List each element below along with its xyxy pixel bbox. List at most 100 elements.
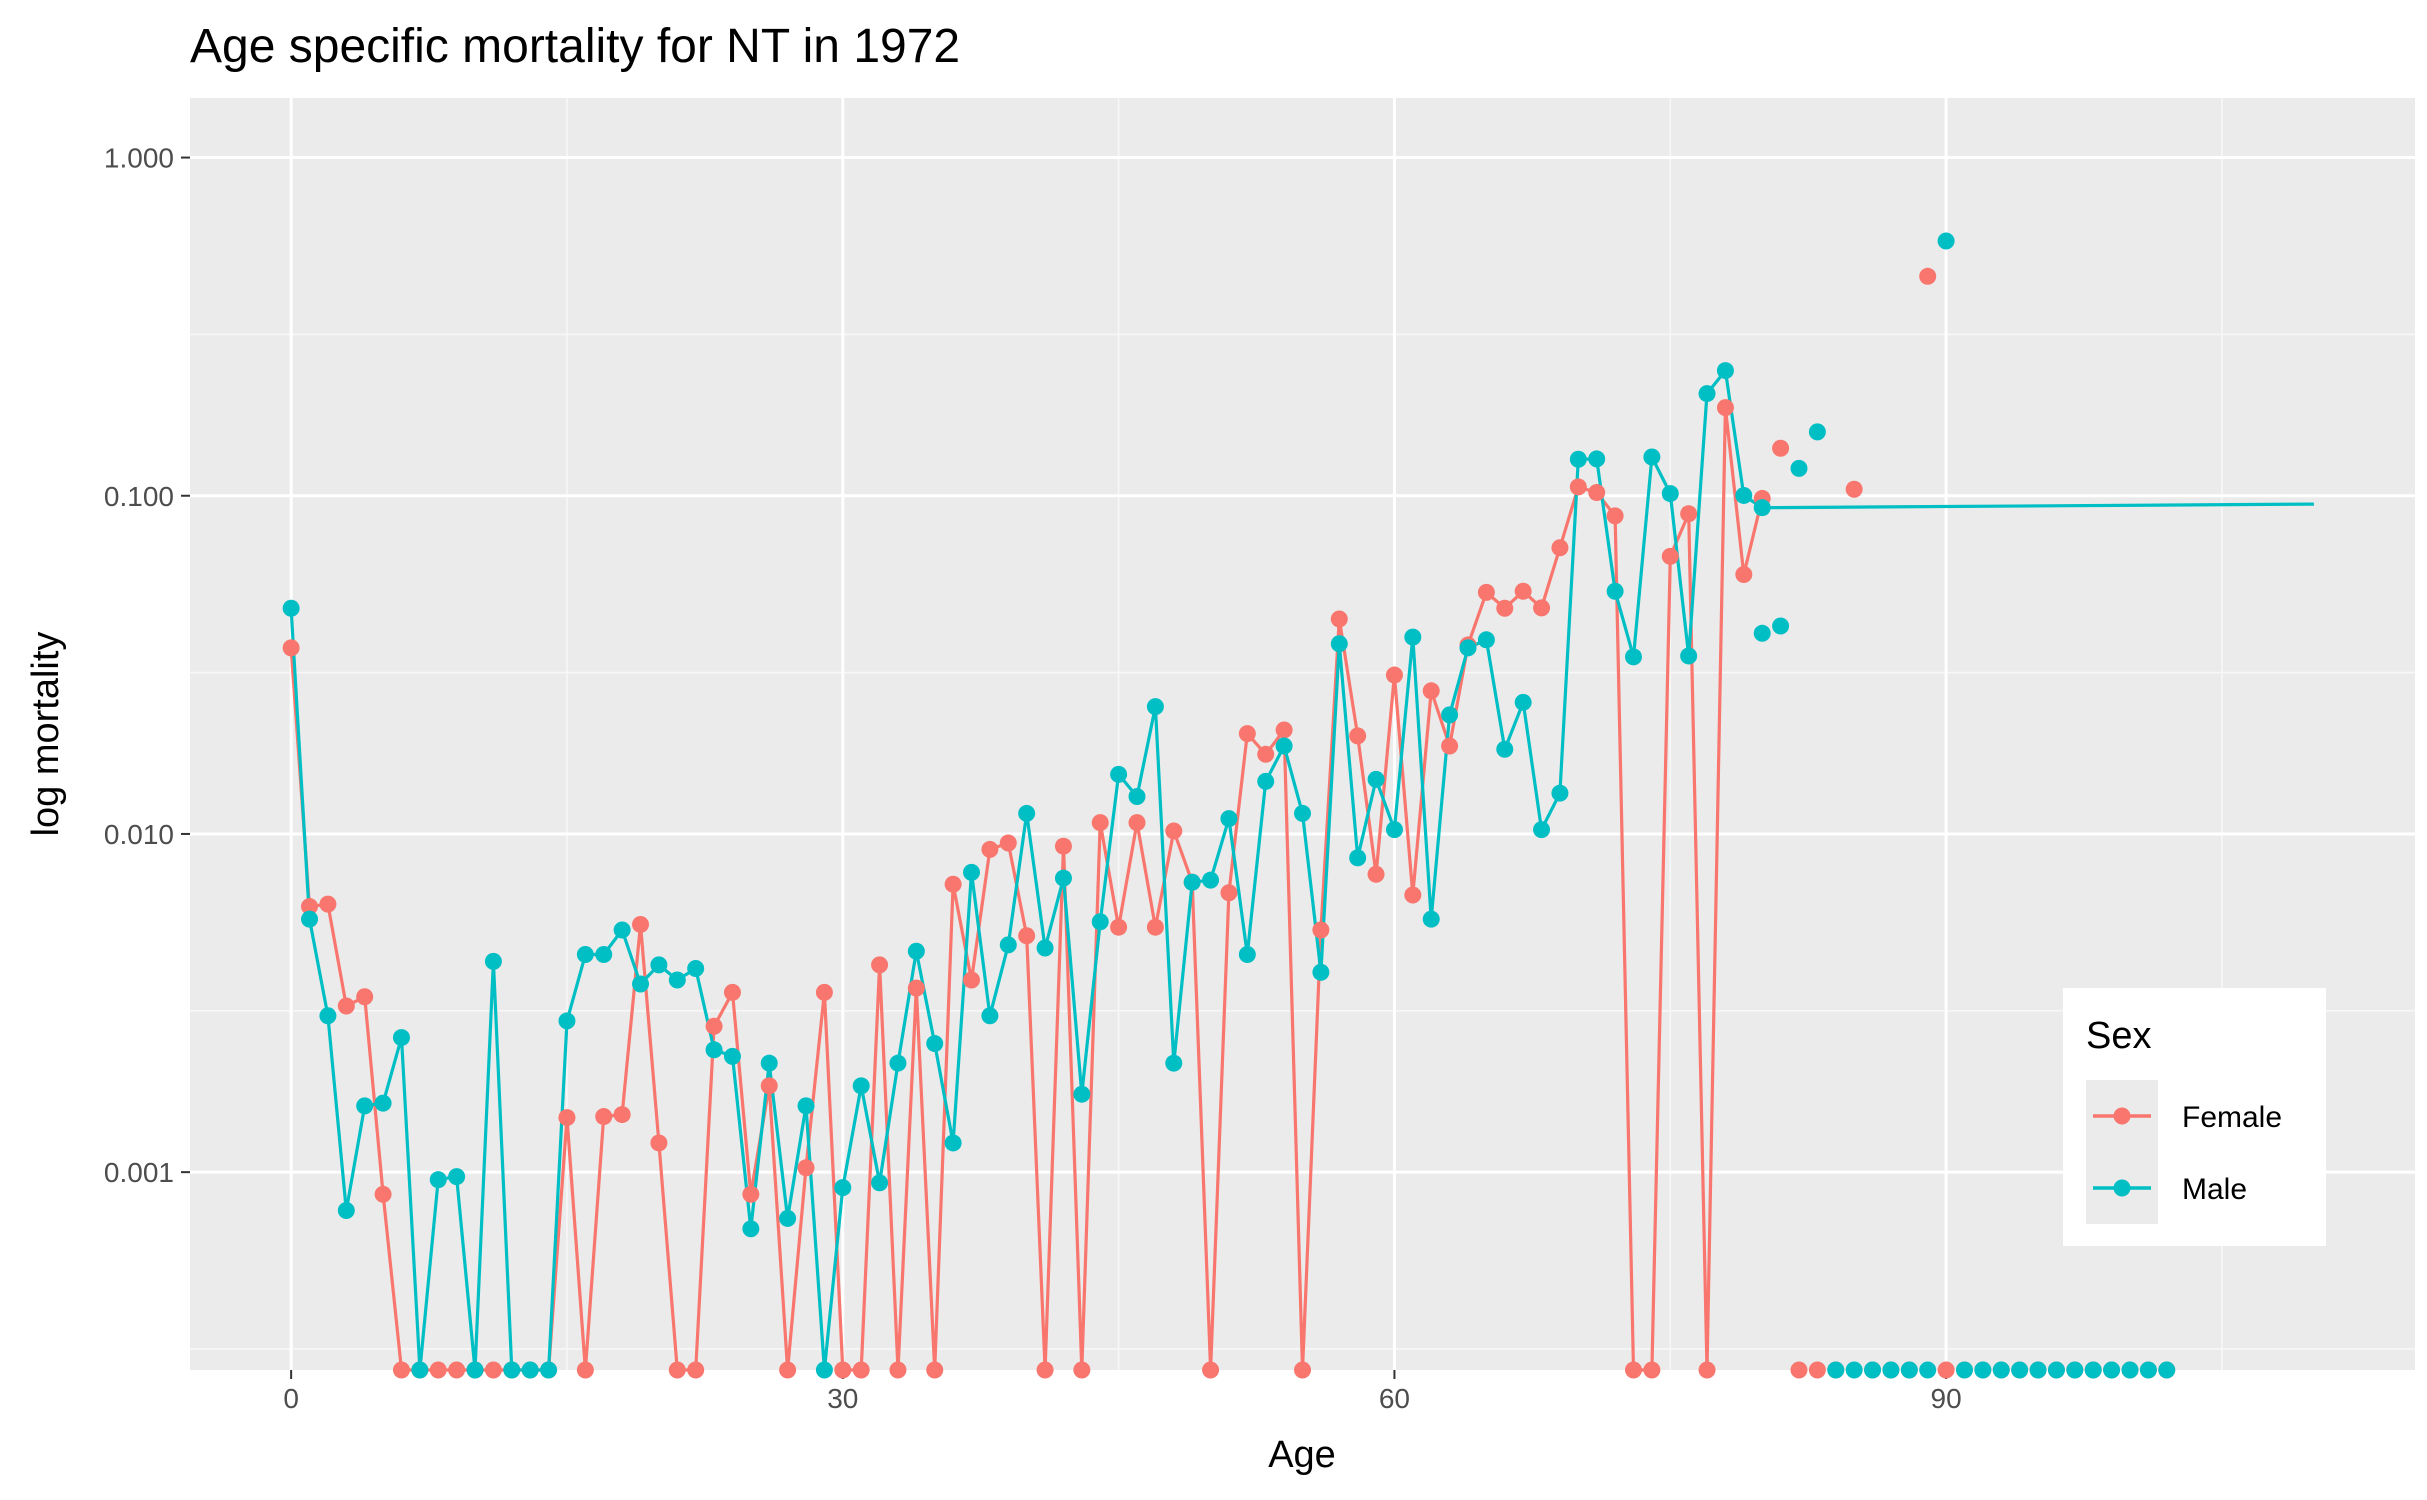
male-point [484,952,502,970]
male-point [503,1361,521,1379]
male-point [981,1007,999,1025]
male-point [1073,1085,1091,1103]
female-point [319,895,337,913]
male-point [742,1220,760,1238]
y-tick-label: 0.001 [104,1157,174,1188]
female-point [558,1109,576,1127]
male-point [576,946,594,964]
male-point [392,1029,410,1047]
female-point [356,988,374,1006]
female-point [1937,1361,1955,1379]
male-point [907,942,925,960]
x-tick-label: 0 [283,1383,299,1414]
male-point [429,1171,447,1189]
legend-label-female: Female [2182,1101,2282,1134]
x-tick-label: 60 [1379,1383,1410,1414]
female-point [613,1106,631,1124]
female-point [1514,582,1532,600]
male-point [834,1179,852,1197]
male-point [889,1054,907,1072]
female-point [852,1361,870,1379]
female-point [1146,918,1164,936]
male-point [1036,939,1054,957]
male-point [1900,1361,1918,1379]
male-point [411,1361,429,1379]
female-point [1367,865,1385,883]
male-point [760,1054,778,1072]
male-point [1735,486,1753,504]
male-point [1202,871,1220,889]
female-point [834,1361,852,1379]
male-point [1018,804,1036,822]
female-point [815,983,833,1001]
male-point [1698,385,1716,403]
male-point [448,1168,466,1186]
male-point [2047,1361,2065,1379]
male-point [926,1035,944,1053]
female-point [1624,1361,1642,1379]
series-layer [282,232,2314,1379]
female-point [1698,1361,1716,1379]
female-point [742,1185,760,1203]
female-point [301,898,319,916]
male-point [1992,1361,2010,1379]
male-point [1569,450,1587,468]
male-point [1790,459,1808,477]
male-point [1441,706,1459,724]
male-point [1974,1361,1992,1379]
male-point [1404,628,1422,646]
male-point [2103,1361,2121,1379]
male-point [1827,1361,1845,1379]
female-point [1477,583,1495,601]
y-tick-label: 0.010 [104,819,174,850]
female-point [1385,666,1403,684]
female-point [1422,682,1440,700]
male-point [1054,869,1072,887]
male-point [1183,873,1201,891]
male-point [1257,772,1275,790]
male-point [1514,693,1532,711]
male-point [1661,485,1679,503]
male-point [1864,1361,1882,1379]
female-point [576,1361,594,1379]
male-point [1588,450,1606,468]
male-point [852,1077,870,1095]
female-point [1110,918,1128,936]
chart-title: Age specific mortality for NT in 1972 [190,20,960,73]
male-point [1772,617,1790,635]
female-point [1680,505,1698,523]
male-point [944,1134,962,1152]
male-point [1606,582,1624,600]
male-point [1110,765,1128,783]
male-point [521,1361,539,1379]
male-point [999,936,1017,954]
male-point [1643,448,1661,466]
male-point [650,956,668,974]
female-point [1845,480,1863,498]
female-point [963,971,981,989]
x-tick-label: 30 [827,1383,858,1414]
male-point [1919,1361,1937,1379]
legend-title: Sex [2086,1015,2151,1057]
male-point [668,971,686,989]
female-point [1533,599,1551,617]
male-point [2121,1361,2139,1379]
male-point [356,1097,374,1115]
male-point [1477,631,1495,649]
female-point [1275,721,1293,739]
male-point [595,946,613,964]
female-point [1036,1361,1054,1379]
male-point [1882,1361,1900,1379]
female-point [374,1185,392,1203]
female-point [1441,737,1459,755]
male-point [1165,1054,1183,1072]
male-point [1955,1361,1973,1379]
male-point [1496,740,1514,758]
major-gridlines [190,98,2415,1370]
male-point [1551,784,1569,802]
male-point [1128,788,1146,806]
female-point [1054,837,1072,855]
female-point [429,1361,447,1379]
male-point [1459,639,1477,657]
legend-female-marker [2113,1107,2131,1125]
